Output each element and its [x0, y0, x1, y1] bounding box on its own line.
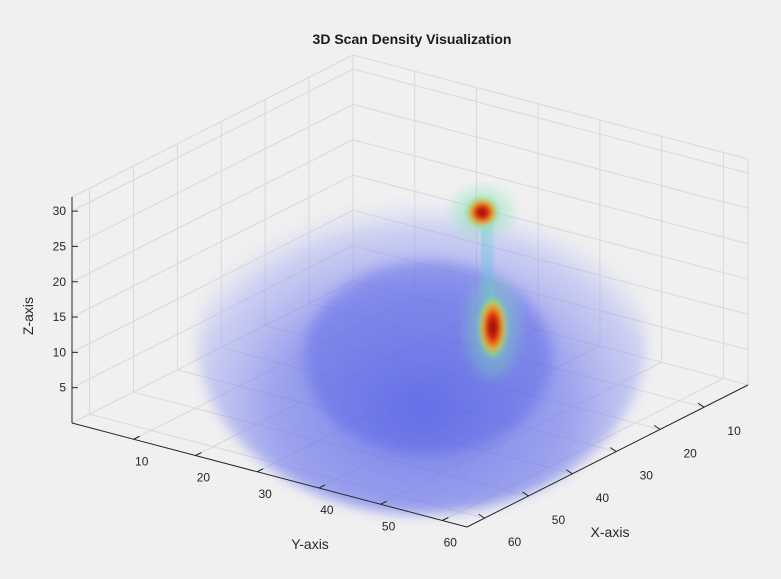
- grid-line: [352, 103, 749, 209]
- y-tick: [318, 484, 326, 489]
- x-tick-label: 50: [552, 513, 566, 527]
- x-axis-line: [466, 384, 749, 528]
- y-tick: [133, 435, 140, 440]
- x-tick-label: 20: [684, 446, 698, 460]
- label-layer: 3D Scan Density Visualization X-axis Y-a…: [20, 31, 629, 552]
- z-tick-label: 15: [53, 310, 67, 324]
- x-tick-label: 40: [596, 491, 610, 505]
- z-tick-label: 30: [53, 204, 67, 218]
- grid-line: [71, 68, 354, 212]
- y-axis-label: Y-axis: [291, 536, 329, 552]
- x-tick: [610, 447, 617, 452]
- y-tick-label: 50: [382, 519, 396, 533]
- y-axis-line: [71, 422, 468, 528]
- z-tick-label: 10: [53, 345, 67, 359]
- hotspot: [476, 293, 509, 362]
- x-tick: [522, 491, 529, 497]
- x-tick-label: 60: [508, 535, 522, 549]
- z-axis-label: Z-axis: [20, 297, 36, 335]
- x-tick: [697, 402, 705, 408]
- x-axis-label: X-axis: [591, 524, 630, 540]
- volume-layer: [196, 162, 648, 514]
- y-tick: [380, 500, 387, 505]
- x-tick: [566, 469, 573, 475]
- y-tick-label: 30: [258, 487, 272, 501]
- grid-line: [352, 68, 749, 174]
- grid-line: [71, 103, 354, 247]
- grid-line: [71, 139, 354, 283]
- z-tick-label: 5: [59, 381, 66, 395]
- grid-line: [352, 139, 749, 245]
- y-tick: [256, 468, 264, 473]
- x-tick: [478, 513, 485, 519]
- y-tick-label: 20: [197, 471, 211, 485]
- y-tick-label: 10: [135, 454, 149, 468]
- box-edge: [352, 54, 749, 160]
- y-tick-label: 60: [444, 536, 458, 550]
- x-tick: [653, 424, 661, 430]
- y-tick: [195, 452, 202, 456]
- y-tick: [442, 517, 449, 521]
- axes-layer: 10 20 30 40 50 60 10 20 30 40 50 60 5 10 15 20 25 30: [53, 197, 749, 550]
- density-core: [304, 261, 552, 455]
- x-tick-label: 30: [640, 469, 654, 483]
- z-tick-label: 25: [53, 239, 67, 253]
- hotspot: [464, 195, 501, 230]
- z-tick-label: 20: [53, 275, 67, 289]
- x-tick-label: 10: [727, 424, 741, 438]
- chart-title: 3D Scan Density Visualization: [313, 31, 512, 47]
- y-tick-label: 40: [320, 503, 334, 517]
- box-edge: [71, 54, 354, 198]
